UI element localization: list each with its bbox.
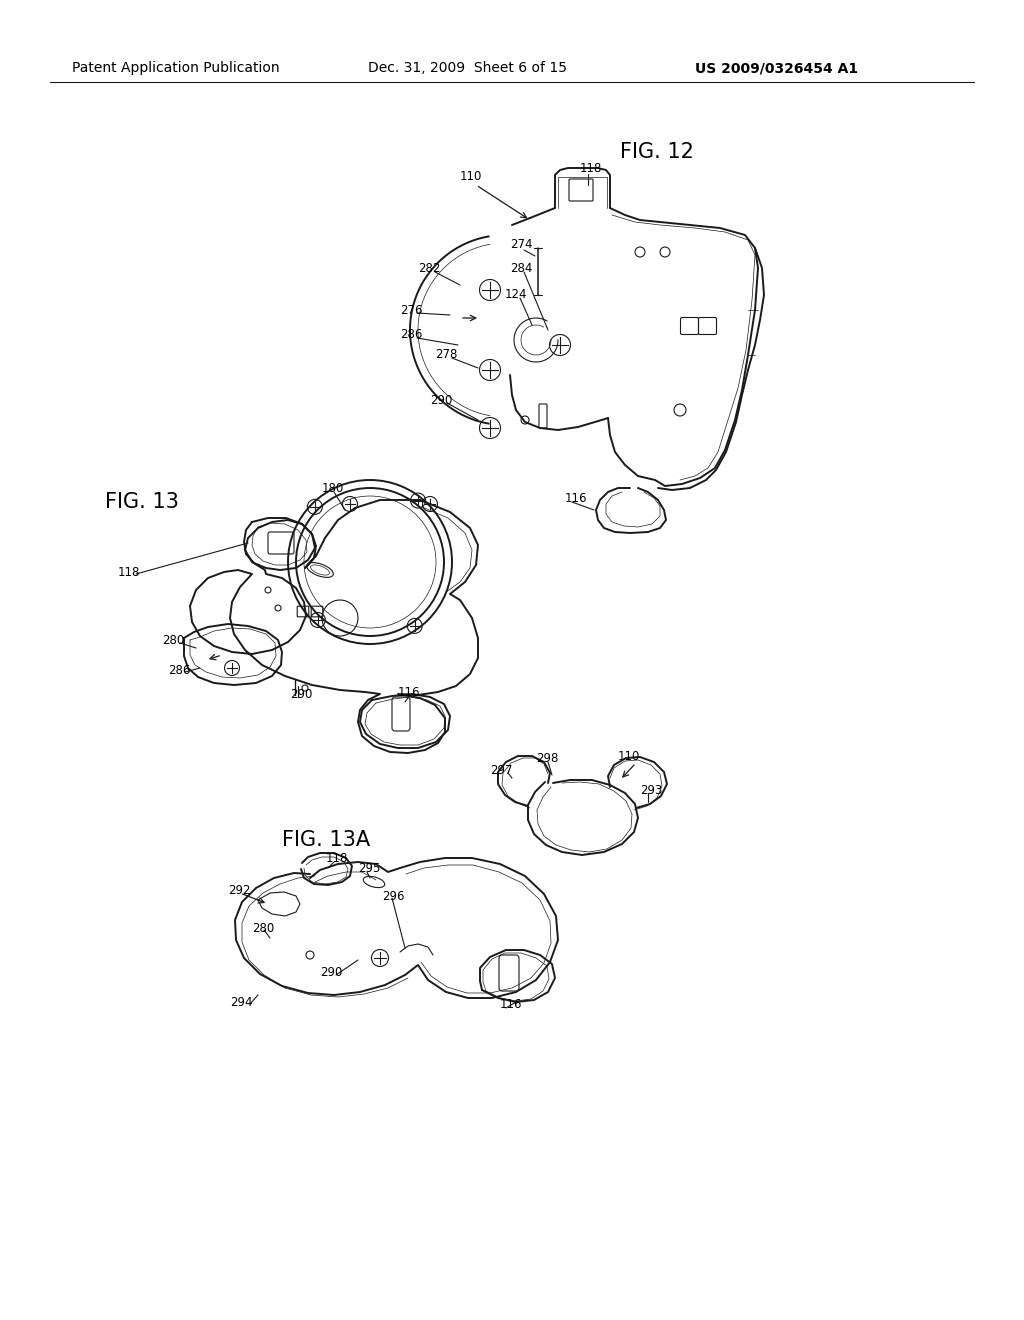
- Text: 290: 290: [290, 689, 312, 701]
- Text: 118: 118: [580, 161, 602, 174]
- Text: Dec. 31, 2009  Sheet 6 of 15: Dec. 31, 2009 Sheet 6 of 15: [368, 61, 567, 75]
- Text: 284: 284: [510, 261, 532, 275]
- Text: 286: 286: [168, 664, 190, 676]
- Text: 274: 274: [510, 239, 532, 252]
- Text: US 2009/0326454 A1: US 2009/0326454 A1: [695, 61, 858, 75]
- Text: 110: 110: [618, 751, 640, 763]
- Text: 110: 110: [460, 169, 482, 182]
- Text: 290: 290: [430, 393, 453, 407]
- Text: 292: 292: [228, 883, 251, 896]
- Text: 290: 290: [319, 965, 342, 978]
- Text: 278: 278: [435, 348, 458, 362]
- Text: 282: 282: [418, 261, 440, 275]
- Text: FIG. 12: FIG. 12: [620, 143, 694, 162]
- Text: 276: 276: [400, 304, 423, 317]
- Text: Patent Application Publication: Patent Application Publication: [72, 61, 280, 75]
- Text: 295: 295: [358, 862, 380, 874]
- Text: 124: 124: [505, 289, 527, 301]
- Text: 180: 180: [322, 482, 344, 495]
- Text: 116: 116: [398, 685, 421, 698]
- Text: 296: 296: [382, 890, 404, 903]
- Text: FIG. 13A: FIG. 13A: [282, 830, 370, 850]
- Text: 293: 293: [640, 784, 663, 796]
- Text: 294: 294: [230, 995, 253, 1008]
- Text: 118: 118: [118, 565, 140, 578]
- Text: 280: 280: [162, 634, 184, 647]
- Text: 298: 298: [536, 751, 558, 764]
- Text: 286: 286: [400, 329, 422, 342]
- Text: 280: 280: [252, 921, 274, 935]
- Text: 116: 116: [565, 491, 588, 504]
- Text: 297: 297: [490, 763, 512, 776]
- Text: 116: 116: [500, 998, 522, 1011]
- Text: FIG. 13: FIG. 13: [105, 492, 179, 512]
- Text: 118: 118: [326, 851, 348, 865]
